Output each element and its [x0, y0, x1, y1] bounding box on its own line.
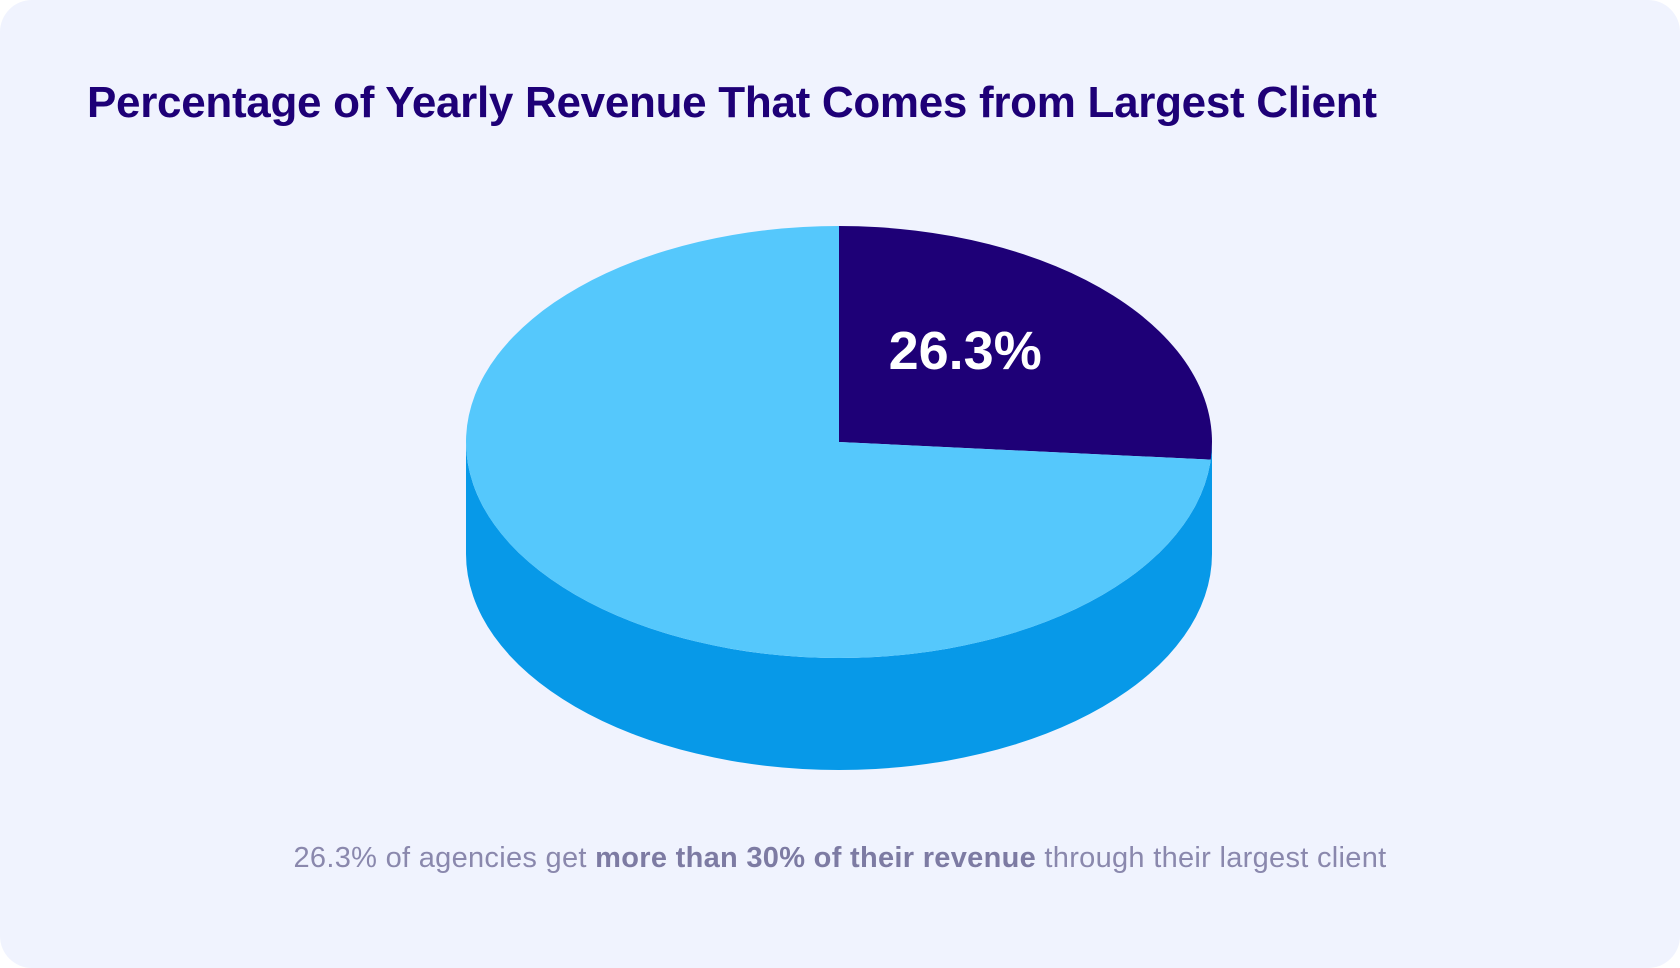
pie-slice-0: [839, 226, 1212, 460]
pie-side: [466, 442, 1212, 770]
caption-bold: more than 30% of their revenue: [595, 842, 1037, 874]
caption-post: through their largest client: [1036, 842, 1387, 874]
caption-pre: 26.3% of agencies get: [293, 842, 596, 874]
slice-label-0: 26.3%: [889, 321, 1042, 381]
pie-slice-1: [466, 226, 1211, 658]
chart-caption: 26.3% of agencies get more than 30% of t…: [0, 842, 1680, 875]
chart-title: Percentage of Yearly Revenue That Comes …: [87, 78, 1377, 127]
